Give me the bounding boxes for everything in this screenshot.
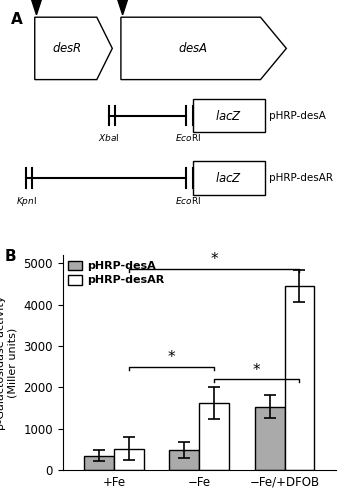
Bar [114, 449, 144, 470]
Bar [169, 450, 199, 470]
Text: *: * [168, 350, 175, 366]
Text: $\it{desR}$: $\it{desR}$ [52, 42, 81, 56]
Bar [199, 403, 229, 470]
Text: pHRP-desA: pHRP-desA [269, 110, 326, 120]
Text: $Eco$RI: $Eco$RI [175, 195, 201, 206]
Y-axis label: β-Galactosidase activity
(Miller units): β-Galactosidase activity (Miller units) [0, 296, 18, 430]
Text: $\it{lacZ}$: $\it{lacZ}$ [215, 171, 242, 185]
Bar [255, 406, 285, 470]
Polygon shape [116, 0, 129, 15]
FancyArrow shape [121, 17, 286, 80]
Text: *: * [210, 252, 218, 268]
Bar [192, 99, 265, 132]
Polygon shape [30, 0, 43, 15]
Text: $Eco$RI: $Eco$RI [175, 132, 201, 143]
Text: $\it{lacZ}$: $\it{lacZ}$ [215, 108, 242, 122]
Text: $Kpn$I: $Kpn$I [15, 195, 37, 208]
Bar [84, 456, 114, 470]
Legend: pHRP-desA, pHRP-desAR: pHRP-desA, pHRP-desAR [68, 260, 164, 285]
Bar [192, 161, 265, 195]
Text: A: A [11, 12, 22, 28]
Text: pHRP-desAR: pHRP-desAR [269, 173, 333, 183]
Text: $Xba$I: $Xba$I [98, 132, 120, 143]
Bar [284, 286, 314, 470]
Text: $\it{desA}$: $\it{desA}$ [178, 42, 208, 56]
Text: B: B [4, 248, 16, 264]
FancyArrow shape [35, 17, 112, 80]
Text: *: * [253, 363, 261, 378]
